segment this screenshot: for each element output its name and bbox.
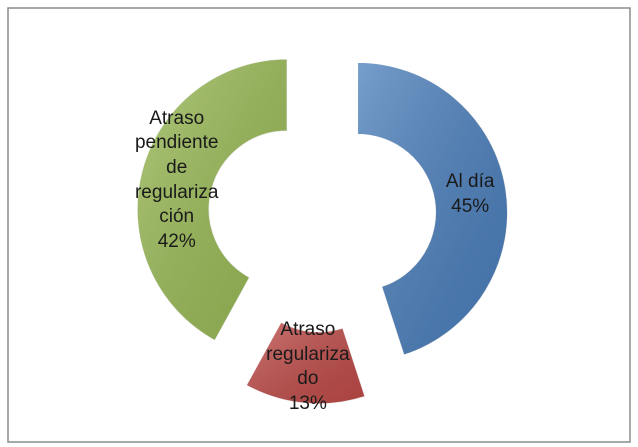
value-label: 45%: [451, 195, 490, 217]
data-label: Atraso pendiente de regularización 42%: [127, 91, 227, 271]
segment-shine: [246, 322, 365, 404]
segment-shine: [137, 59, 288, 341]
category-label: Atraso pendiente de regularización: [134, 107, 219, 228]
value-label: 13%: [288, 393, 327, 415]
label-box: Atraso pendiente de regularización 42%: [127, 91, 227, 271]
value-label: 42%: [157, 231, 196, 253]
data-label: Atraso regularizado 13%: [258, 277, 358, 447]
category-label: Atraso regularizado: [266, 318, 350, 390]
data-label: Al día 45%: [420, 105, 520, 285]
label-box: Al día 45%: [420, 105, 520, 285]
category-label: Al día: [445, 170, 495, 192]
label-box: Atraso regularizado 13%: [258, 277, 358, 447]
segment-shine: [357, 62, 508, 356]
